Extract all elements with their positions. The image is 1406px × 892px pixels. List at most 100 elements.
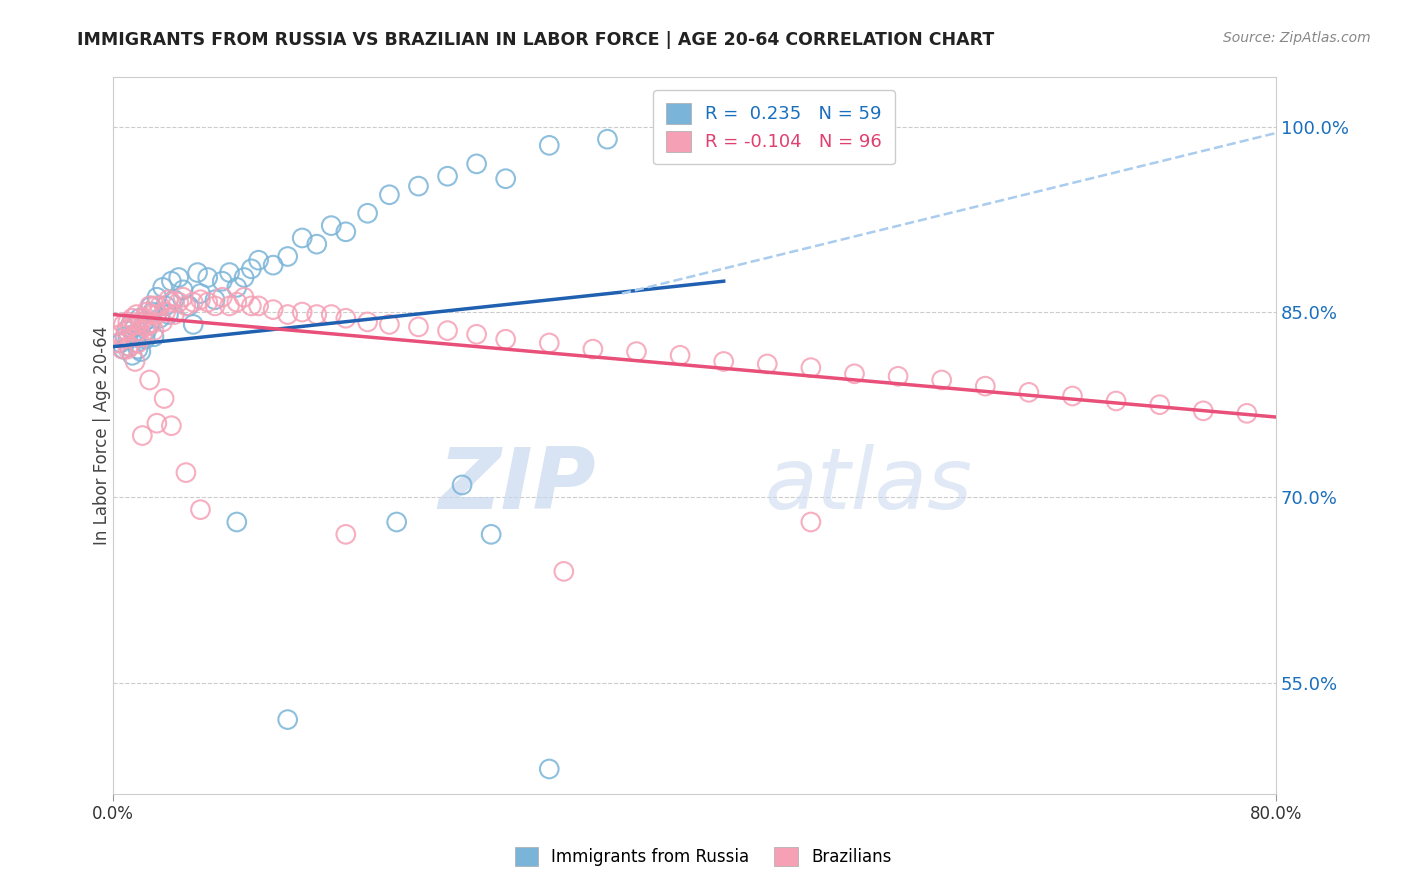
Point (713, 120, 735, 134)
Point (117, 342, 139, 356)
Point (356, 206, 378, 220)
Point (120, 318, 142, 332)
Point (190, 286, 212, 301)
Point (974, 379, 997, 393)
Point (408, 319, 430, 334)
Point (160, 295, 183, 310)
Point (141, 305, 163, 319)
Point (160, 418, 183, 433)
Point (211, 290, 233, 304)
Point (153, 392, 176, 406)
Point (335, 527, 357, 541)
Point (538, 335, 561, 350)
Point (262, 258, 284, 272)
Point (131, 330, 153, 344)
Point (436, 169, 458, 184)
Point (146, 308, 169, 322)
Point (538, 138, 561, 153)
Point (262, 302, 284, 317)
Point (155, 305, 177, 319)
Point (277, 713, 299, 727)
Point (197, 270, 219, 285)
Point (654, 126, 676, 140)
Point (128, 324, 150, 338)
Point (538, 762, 561, 776)
Point (291, 305, 314, 319)
Point (146, 290, 169, 304)
Point (277, 308, 299, 322)
Text: Source: ZipAtlas.com: Source: ZipAtlas.com (1223, 31, 1371, 45)
Point (122, 327, 145, 342)
Point (114, 332, 136, 346)
Point (146, 416, 169, 430)
Point (247, 299, 270, 313)
Point (127, 342, 149, 356)
Point (197, 295, 219, 310)
Point (172, 283, 194, 297)
Point (135, 324, 157, 338)
Point (204, 299, 226, 313)
Point (132, 315, 155, 329)
Point (160, 274, 183, 288)
Point (1236, 406, 1258, 420)
Point (117, 332, 139, 346)
Point (211, 274, 233, 288)
Point (495, 332, 517, 346)
Point (177, 299, 200, 313)
Point (844, 367, 866, 381)
Text: IMMIGRANTS FROM RUSSIA VS BRAZILIAN IN LABOR FORCE | AGE 20-64 CORRELATION CHART: IMMIGRANTS FROM RUSSIA VS BRAZILIAN IN L… (77, 31, 994, 49)
Point (887, 369, 910, 384)
Point (124, 354, 146, 368)
Point (143, 324, 166, 338)
Point (115, 324, 138, 338)
Point (1192, 404, 1215, 418)
Point (157, 293, 180, 307)
Y-axis label: In Labor Force | Age 20-64: In Labor Force | Age 20-64 (93, 326, 111, 545)
Legend: R =  0.235   N = 59, R = -0.104   N = 96: R = 0.235 N = 59, R = -0.104 N = 96 (654, 90, 894, 164)
Point (112, 342, 135, 356)
Point (120, 319, 142, 334)
Point (135, 305, 157, 319)
Point (277, 250, 299, 264)
Point (172, 290, 194, 304)
Point (233, 270, 256, 285)
Point (118, 340, 141, 354)
Point (800, 515, 823, 529)
Point (155, 299, 177, 313)
Point (582, 342, 605, 356)
Point (115, 324, 138, 338)
Point (218, 299, 240, 313)
Point (114, 330, 136, 344)
Point (167, 295, 190, 310)
Point (121, 311, 143, 326)
Text: atlas: atlas (765, 444, 973, 527)
Point (125, 335, 148, 350)
Point (127, 335, 149, 350)
Point (110, 335, 132, 350)
Point (129, 344, 152, 359)
Point (240, 261, 263, 276)
Point (233, 290, 256, 304)
Point (187, 266, 209, 280)
Point (247, 253, 270, 268)
Point (321, 308, 343, 322)
Point (107, 335, 129, 350)
Point (129, 315, 152, 329)
Point (163, 308, 186, 322)
Point (225, 515, 247, 529)
Point (495, 171, 517, 186)
Point (131, 428, 153, 442)
Point (112, 318, 135, 332)
Point (117, 315, 139, 329)
Point (218, 266, 240, 280)
Point (124, 318, 146, 332)
Point (1149, 398, 1171, 412)
Point (451, 478, 474, 492)
Point (305, 308, 328, 322)
Point (138, 318, 160, 332)
Point (125, 308, 148, 322)
Point (149, 299, 172, 313)
Point (225, 280, 247, 294)
Point (121, 348, 143, 362)
Point (1062, 389, 1084, 403)
